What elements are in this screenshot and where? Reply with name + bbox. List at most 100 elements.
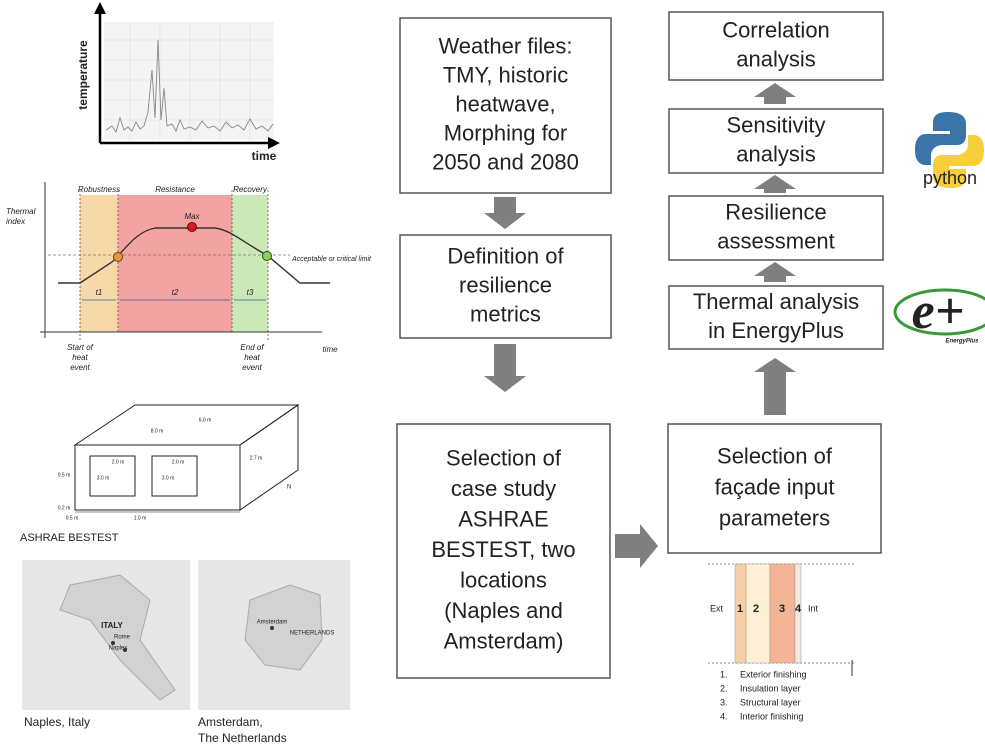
duration-label: t2: [172, 288, 179, 297]
box-text: TMY, historic: [443, 62, 569, 87]
flow-arrow: [754, 175, 796, 193]
box-text: Thermal analysis: [693, 289, 859, 314]
dimension-label: 0.5 m: [66, 515, 79, 521]
temperature-plot: [94, 2, 280, 149]
axis-label: Thermal: [6, 207, 36, 216]
max-point: [188, 223, 197, 232]
map-label: Rome: [114, 635, 131, 641]
box-text: analysis: [736, 46, 815, 71]
dimension-label: 0.2 m: [58, 505, 71, 511]
caption: Amsterdam,: [198, 715, 263, 729]
logo-glyph: e+: [912, 283, 965, 340]
legend-number: 3.: [720, 697, 728, 707]
phase-label: Robustness: [78, 185, 120, 194]
dimension-label: 3.0 m: [97, 475, 110, 481]
box-text: analysis: [736, 141, 815, 166]
side-label: Int: [808, 603, 819, 613]
legend-number: 1.: [720, 669, 728, 679]
dimension-label: 3.0 m: [162, 475, 175, 481]
dimension-label: 6.0 m: [199, 417, 212, 423]
diagram: e+ Weather files:TMY, historicheatwave,M…: [0, 0, 985, 747]
box-text: Morphing for: [444, 120, 568, 145]
arrow-head: [94, 2, 106, 14]
phase-label: Recovery: [233, 185, 268, 194]
legend-text: Structural layer: [740, 697, 801, 707]
event-label: heat: [244, 353, 260, 362]
logo-text: EnergyPlus: [945, 339, 979, 345]
legend-number: 2.: [720, 683, 728, 693]
box-text: metrics: [470, 301, 541, 326]
map-label: Naples: [109, 646, 128, 652]
flow-arrow: [754, 262, 796, 282]
duration-label: t3: [247, 288, 254, 297]
flow-arrow: [484, 344, 526, 392]
box-text: Correlation: [722, 17, 830, 42]
layer-number: 4: [795, 603, 802, 615]
box-text: ASHRAE: [458, 506, 548, 531]
resilience-plot: [40, 182, 330, 342]
box-text: BESTEST, two: [431, 537, 575, 562]
dimension-label: 2.0 m: [172, 459, 185, 465]
box-text: in EnergyPlus: [708, 318, 844, 343]
dimension-label: 0.5 m: [58, 472, 71, 478]
logo-text: python: [923, 168, 977, 188]
flow-arrow: [754, 83, 796, 104]
box-text: 2050 and 2080: [432, 149, 579, 174]
legend-text: Interior finishing: [740, 711, 804, 721]
box-text: Selection of: [717, 443, 833, 468]
map-label: Amsterdam: [257, 620, 288, 626]
box-text: Selection of: [446, 445, 562, 470]
energyplus-logo: e+: [895, 283, 985, 340]
box-text: Resilience: [725, 199, 827, 224]
recovery-point: [263, 252, 272, 261]
box-text: assessment: [717, 228, 834, 253]
map-label: NETHERLANDS: [290, 631, 335, 637]
duration-label: t1: [96, 288, 103, 297]
dimension-label: 2.7 m: [250, 455, 263, 461]
flow-arrow: [754, 358, 796, 415]
layer-number: 1: [737, 603, 743, 615]
max-label: Max: [184, 212, 200, 221]
event-label: heat: [72, 353, 88, 362]
box-text: locations: [460, 567, 547, 592]
caption: The Netherlands: [198, 731, 287, 745]
event-label: event: [70, 363, 90, 372]
axis-label: index: [6, 217, 26, 226]
bestest-drawing: [75, 405, 298, 512]
box-text: Amsterdam): [444, 628, 564, 653]
map-label: ITALY: [101, 621, 123, 630]
dimension-label: 1.0 m: [134, 515, 147, 521]
critical-point: [114, 253, 123, 262]
box-text: Definition of: [447, 243, 564, 268]
event-label: Start of: [67, 343, 94, 352]
layer-number: 3: [779, 603, 785, 615]
box-text: parameters: [719, 505, 830, 530]
layer-number: 2: [753, 603, 759, 615]
box-text: Sensitivity: [726, 112, 825, 137]
box-text: heatwave,: [455, 91, 555, 116]
caption: ASHRAE BESTEST: [20, 532, 119, 544]
event-label: event: [242, 363, 262, 372]
flow-arrow: [484, 197, 526, 229]
event-label: End of: [240, 343, 264, 352]
dimension-label: 8.0 m: [151, 428, 164, 434]
axis-label: time: [252, 149, 277, 163]
box-text: façade input: [715, 474, 835, 499]
resistance-zone: [118, 195, 232, 332]
box-text: resilience: [459, 272, 552, 297]
map-italy: [22, 560, 190, 710]
flow-arrow: [615, 524, 658, 568]
north-label: N: [287, 485, 291, 491]
recovery-zone: [232, 195, 268, 332]
wall-section: [708, 564, 856, 676]
robustness-zone: [80, 195, 118, 332]
caption: Naples, Italy: [24, 715, 90, 729]
axis-label: time: [322, 345, 338, 354]
legend-text: Exterior finishing: [740, 669, 807, 679]
phase-label: Resistance: [155, 185, 195, 194]
axis-label: temperature: [76, 40, 90, 110]
box-text: (Naples and: [444, 598, 563, 623]
dimension-label: 2.0 m: [112, 459, 125, 465]
box-text: case study: [451, 476, 556, 501]
limit-label: Acceptable or critical limit: [291, 256, 372, 263]
